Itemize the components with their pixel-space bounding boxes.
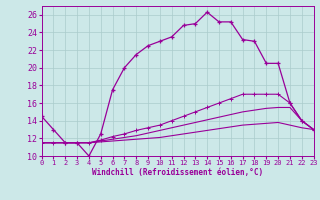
- X-axis label: Windchill (Refroidissement éolien,°C): Windchill (Refroidissement éolien,°C): [92, 168, 263, 177]
